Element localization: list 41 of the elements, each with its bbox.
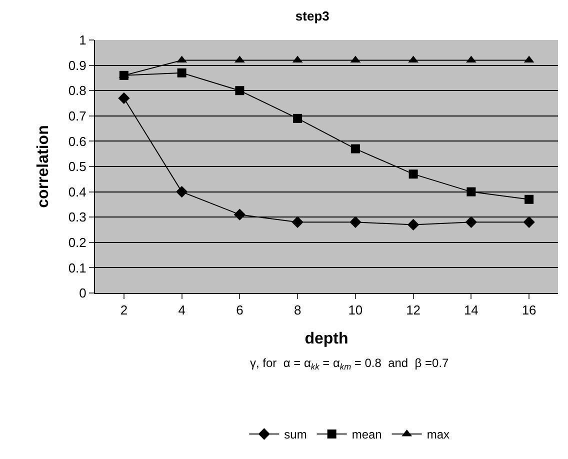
- legend-label: sum: [284, 428, 307, 442]
- y-tick-label: 0.6: [68, 134, 86, 149]
- point: [465, 216, 478, 228]
- point: [407, 218, 420, 231]
- y-tick-label: 0.3: [68, 210, 86, 225]
- point: [176, 186, 188, 198]
- x-tick-label: 14: [464, 302, 478, 318]
- point: [350, 144, 360, 154]
- point: [292, 216, 304, 228]
- x-tick-label: 16: [522, 302, 536, 318]
- y-tick-label: 1: [79, 32, 86, 48]
- point: [350, 216, 362, 228]
- point: [118, 92, 130, 104]
- x-tick-label: 10: [348, 302, 363, 318]
- y-tick-label: 0.4: [68, 184, 86, 200]
- legend-label: max: [426, 428, 450, 442]
- x-tick-label: 4: [178, 302, 186, 318]
- y-tick-label: 0.5: [68, 159, 86, 174]
- y-tick-label: 0.7: [68, 108, 86, 124]
- y-tick-label: 0: [79, 286, 86, 301]
- point: [234, 208, 246, 220]
- x-tick-label: 6: [236, 302, 244, 318]
- point: [523, 216, 535, 228]
- y-axis-title: correlation: [35, 125, 52, 208]
- x-tick-label: 12: [406, 302, 421, 318]
- y-tick-label: 0.1: [68, 260, 86, 276]
- point: [293, 114, 302, 123]
- point: [524, 194, 534, 204]
- x-axis-title: depth: [304, 330, 348, 348]
- legend-label: mean: [352, 428, 382, 442]
- point: [235, 86, 244, 96]
- y-tick-label: 0.2: [68, 234, 86, 250]
- x-tick-label: 2: [120, 302, 128, 318]
- x-tick-label: 8: [294, 302, 302, 318]
- point: [466, 187, 476, 196]
- y-tick-label: 0.8: [68, 83, 86, 98]
- y-tick-label: 0.9: [68, 58, 86, 73]
- text: γ, for α = α$_{kk}$ = α$_{km}$ = 0.8 and β =0.7: [250, 356, 450, 372]
- point: [177, 68, 186, 78]
- chart-title: step3: [295, 8, 330, 24]
- point: [408, 170, 418, 179]
